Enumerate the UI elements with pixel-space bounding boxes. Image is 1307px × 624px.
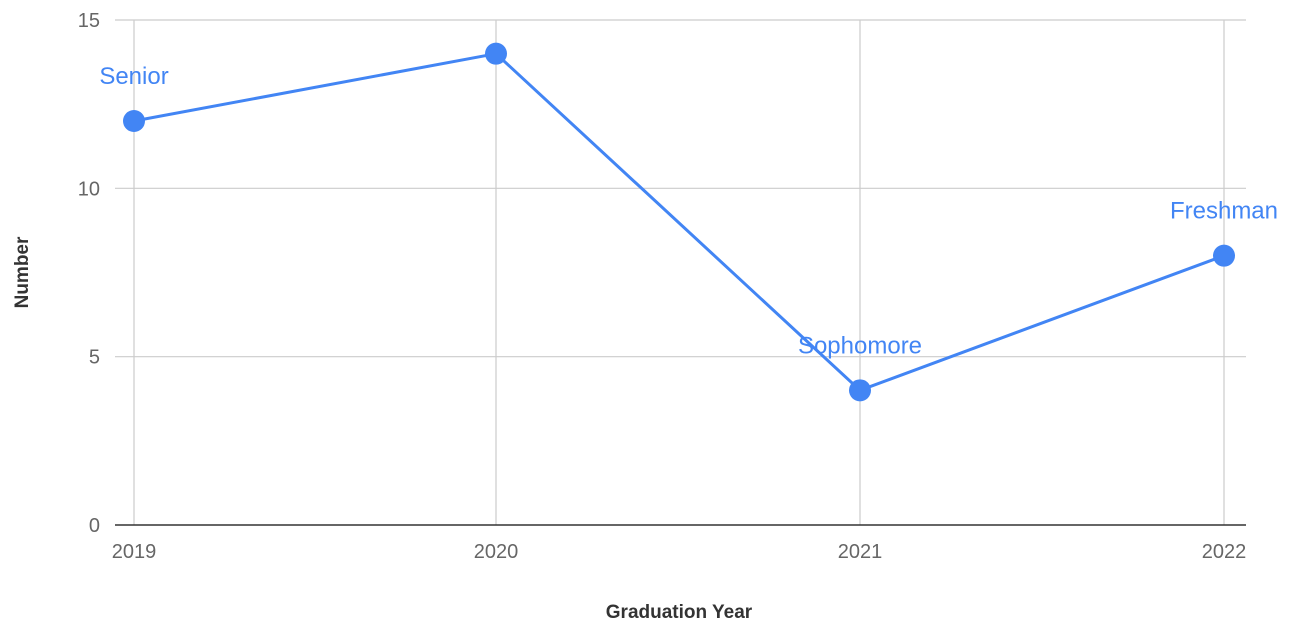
x-tick-label: 2020 xyxy=(474,541,519,563)
x-tick-label: 2021 xyxy=(838,541,883,563)
series-line xyxy=(132,52,1226,392)
y-tick-label: 15 xyxy=(78,10,100,32)
y-axis-title: Number xyxy=(12,236,33,308)
x-axis-title: Graduation Year xyxy=(606,602,753,623)
data-label: Freshman xyxy=(1170,198,1278,225)
data-point xyxy=(849,379,871,402)
data-label: Senior xyxy=(99,63,168,90)
gridlines xyxy=(115,19,1246,525)
data-point xyxy=(485,42,507,65)
data-point xyxy=(123,110,145,132)
x-tick-label: 2019 xyxy=(112,541,157,563)
data-point xyxy=(1213,244,1235,267)
data-label: Sophomore xyxy=(798,332,922,359)
y-tick-label: 5 xyxy=(89,347,100,369)
y-tick-label: 10 xyxy=(78,178,100,200)
data-labels: Senior Sophomore Freshman xyxy=(99,63,1278,359)
y-tick-label: 0 xyxy=(89,515,100,537)
x-tick-label: 2022 xyxy=(1202,541,1247,563)
axes: 0 5 10 15 2019 2020 2021 2022 xyxy=(78,10,1247,563)
series xyxy=(123,42,1235,402)
